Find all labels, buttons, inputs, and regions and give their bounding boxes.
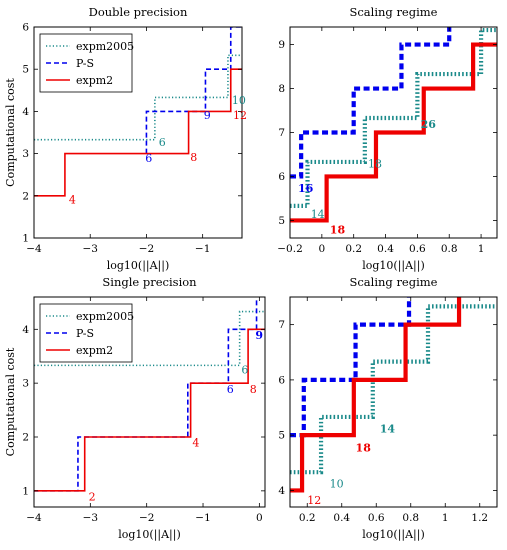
chart1-legend: expm2005 P-S expm2 — [39, 33, 134, 93]
chart3-ylabel: Computational cost — [4, 347, 17, 456]
chart3-data-label: 9 — [255, 329, 263, 342]
chart2-data-label: 18 — [330, 224, 346, 237]
chart1-data-label: 6 — [145, 152, 152, 165]
chart2-ytick-label: 8 — [278, 83, 285, 95]
chart2-series-expm2005 — [290, 27, 497, 209]
chart4-xtick-label: 0.2 — [299, 512, 316, 524]
chart4-data-label: 12 — [307, 494, 321, 507]
chart1-xtick-label: −2 — [139, 243, 154, 255]
chart4-xtick-label: 0.8 — [402, 512, 419, 524]
chart4-xtick-label: 0.6 — [368, 512, 385, 524]
chart2-ytick-label: 6 — [278, 171, 285, 183]
chart4-xtick-label: 1.2 — [471, 512, 488, 524]
chart4-ytick-label: 7 — [278, 319, 285, 331]
chart1-data-label: 8 — [190, 151, 197, 164]
chart1-data-label: 9 — [204, 109, 211, 122]
chart4-ytick-label: 6 — [278, 374, 285, 386]
chart3-legend-label: P-S — [76, 327, 94, 340]
chart2-xtick-label: −0.2 — [277, 243, 303, 255]
chart1-data-label: 6 — [159, 136, 166, 149]
chart4-title: Scaling regime — [349, 275, 437, 289]
chart1-series-p-s — [145, 27, 242, 154]
chart2-ytick-label: 9 — [278, 39, 285, 51]
chart1-ylabel: Computational cost — [4, 78, 17, 187]
chart3-data-label: 4 — [192, 437, 199, 450]
chart3-ytick-label: 3 — [22, 378, 29, 390]
chart1-xtick-label: −4 — [26, 243, 42, 255]
chart3-data-label: 6 — [241, 363, 248, 376]
chart1-data-label: 12 — [233, 109, 247, 122]
chart4-series-expm2005 — [290, 304, 497, 475]
chart3-ytick-label: 2 — [22, 432, 29, 444]
chart1-ytick-label: 4 — [22, 106, 29, 118]
chart4-xlabel: log10(||A||) — [362, 528, 425, 542]
chart1-data-label: 4 — [69, 193, 76, 206]
chart3-title: Single precision — [102, 275, 197, 289]
chart2-xlabel: log10(||A||) — [362, 259, 425, 273]
chart1-xtick-label: −3 — [82, 243, 97, 255]
chart1-series-expm2 — [34, 68, 242, 197]
chart4-panel: 0.2 0.4 0.6 0.8 1 1.2 4 5 6 7 Scaling regime log10(… — [278, 275, 498, 542]
chart2-xtick-label: 0 — [319, 243, 326, 255]
chart2-title: Scaling regime — [349, 5, 437, 19]
chart3-xtick-label: 0 — [256, 512, 263, 524]
chart1-frame — [33, 26, 243, 239]
chart2-data-label: 16 — [298, 182, 314, 195]
chart1-xtick-label: −1 — [195, 243, 210, 255]
chart1-legend-label: expm2005 — [76, 40, 134, 53]
chart3-xtick-label: −1 — [195, 512, 210, 524]
chart4-xtick-label: 1 — [442, 512, 449, 524]
chart3-data-label: 8 — [250, 383, 257, 396]
chart3-xtick-label: −4 — [26, 512, 42, 524]
chart2-panel: −0.2 0 0.2 0.4 0.6 0.8 1 5 6 7 8 9 Scaling regime log… — [277, 5, 498, 273]
chart3-legend-label: expm2005 — [76, 310, 134, 323]
chart3-data-label: 2 — [89, 491, 96, 504]
chart3-frame — [33, 296, 266, 508]
chart3-legend-label: expm2 — [76, 344, 113, 357]
chart1-ytick-label: 3 — [22, 148, 29, 160]
chart4-xtick-label: 0.4 — [333, 512, 350, 524]
chart2-xtick-label: 0.8 — [441, 243, 458, 255]
chart1-ytick-label: 6 — [22, 22, 29, 34]
chart2-xtick-label: 0.4 — [377, 243, 394, 255]
chart4-data-label: 10 — [330, 478, 344, 491]
chart3-legend: expm2005 P-S expm2 — [39, 303, 134, 363]
chart2-data-label: 26 — [421, 118, 437, 131]
chart4-series-expm2 — [290, 297, 462, 493]
chart2-xtick-label: 0.6 — [409, 243, 426, 255]
chart3-xtick-label: −3 — [83, 512, 98, 524]
chart2-data-label: 14 — [311, 208, 325, 221]
chart2-ytick-label: 5 — [278, 215, 285, 227]
chart4-frame — [289, 296, 498, 508]
chart2-data-label: 18 — [368, 158, 382, 171]
chart2-xtick-label: 1 — [478, 243, 485, 255]
chart3-ytick-label: 4 — [22, 324, 29, 336]
chart1-title: Double precision — [89, 5, 188, 19]
chart1-ytick-label: 5 — [22, 64, 29, 76]
chart1-xlabel: log10(||A||) — [107, 259, 170, 273]
chart2-ytick-label: 7 — [278, 127, 285, 139]
chart3-xtick-label: −2 — [139, 512, 154, 524]
chart1-ytick-label: 1 — [22, 233, 29, 245]
chart1-data-label: 10 — [232, 94, 246, 107]
chart1-legend-label: P-S — [76, 57, 94, 70]
chart3-series-expm2005 — [34, 310, 265, 367]
chart2-xtick-label: 0.2 — [345, 243, 362, 255]
chart1-ytick-label: 2 — [22, 190, 29, 202]
chart1-legend-label: expm2 — [76, 74, 113, 87]
chart3-series-expm2 — [34, 328, 265, 492]
chart4-ytick-label: 4 — [278, 485, 285, 497]
chart3-xlabel: log10(||A||) — [118, 528, 181, 542]
chart3-data-label: 6 — [227, 383, 234, 396]
chart4-ytick-label: 5 — [278, 430, 285, 442]
chart2-series-expm2 — [290, 42, 497, 223]
chart3-panel: −4 −3 −2 −1 0 1 2 3 4 Single precision log10(||A||… — [4, 275, 266, 542]
chart3-ytick-label: 1 — [22, 485, 29, 497]
chart4-data-label: 14 — [380, 422, 396, 435]
chart4-data-label: 18 — [356, 442, 372, 455]
chart4-series-p-s — [290, 297, 412, 438]
